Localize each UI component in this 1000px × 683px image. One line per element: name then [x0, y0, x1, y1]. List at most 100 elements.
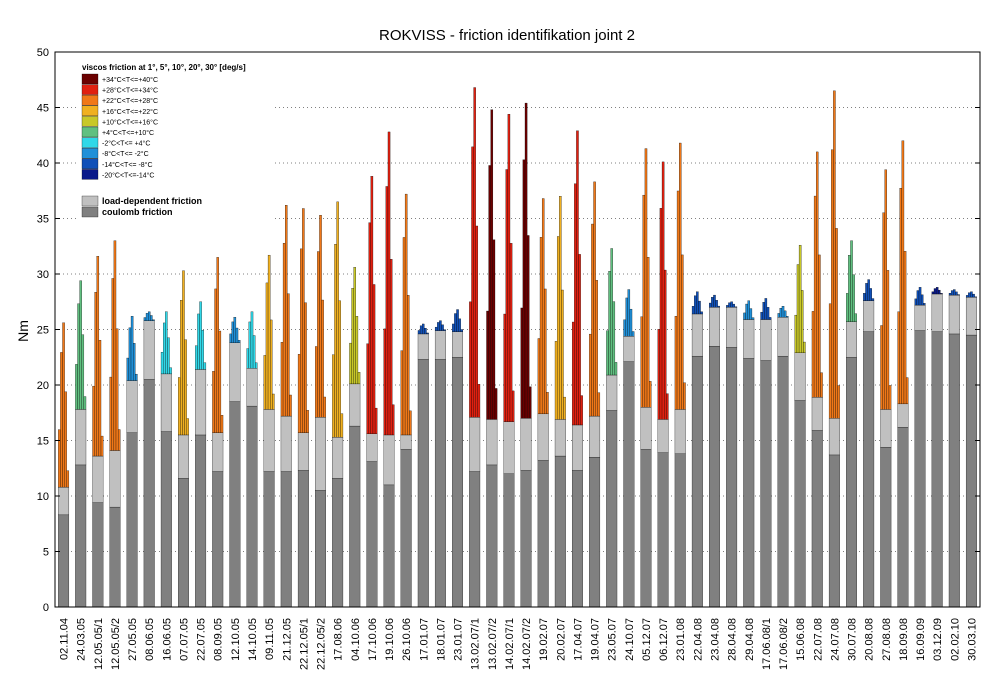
viscous-friction-bar — [304, 302, 307, 433]
viscous-friction-bar — [764, 298, 768, 320]
bar-group — [75, 280, 87, 608]
viscous-friction-bar — [835, 228, 838, 419]
viscous-friction-bar — [796, 264, 800, 353]
viscous-friction-bar — [454, 313, 457, 332]
viscous-friction-bar — [417, 330, 421, 335]
bars-group — [58, 87, 977, 608]
viscous-friction-bar — [524, 102, 528, 419]
viscous-friction-bar — [216, 257, 219, 433]
load-dependent-bar — [674, 409, 686, 454]
viscous-friction-bar — [477, 384, 481, 418]
x-tick-label: 15.06.08 — [795, 618, 807, 661]
viscous-friction-bar — [64, 391, 67, 488]
coulomb-bar — [897, 427, 909, 608]
x-tick-label: 17.06.08/2 — [778, 618, 790, 670]
viscous-friction-bar — [366, 343, 369, 434]
load-dependent-bar — [828, 418, 840, 456]
bar-group — [640, 148, 652, 608]
y-tick-label: 35 — [37, 214, 49, 226]
bar-group — [520, 102, 532, 608]
viscous-friction-bar — [578, 254, 581, 426]
bar-group — [726, 301, 738, 608]
legend-item-label: +34°C<T<=+40°C — [102, 76, 158, 84]
viscous-friction-bar — [589, 333, 592, 417]
x-tick-label: 16.09.09 — [915, 618, 927, 661]
viscous-friction-bar — [899, 188, 903, 405]
viscous-friction-bar — [263, 355, 267, 410]
viscous-friction-bar — [494, 388, 498, 420]
viscous-friction-bar — [280, 342, 284, 417]
viscous-friction-bar — [781, 306, 785, 318]
viscous-friction-bar — [664, 269, 667, 420]
viscous-friction-bar — [691, 306, 695, 315]
load-dependent-bar — [160, 373, 172, 432]
y-tick-label: 30 — [37, 269, 49, 281]
bar-group — [777, 306, 789, 608]
viscous-friction-bar — [184, 339, 187, 436]
viscous-friction-bar — [798, 244, 802, 353]
viscous-friction-bar — [865, 283, 868, 301]
viscous-friction-bar — [811, 311, 815, 398]
legend-temperature-classes: +34°C<T<=+40°C +28°C<T<=+34°C +22°C<T<=+28… — [81, 73, 158, 180]
viscous-friction-bar — [370, 176, 374, 434]
viscous-friction-bar — [837, 385, 840, 419]
legend-box — [77, 61, 275, 221]
load-dependent-bar — [537, 413, 549, 461]
x-tick-label: 20.02.07 — [555, 618, 567, 661]
viscous-friction-bar — [439, 320, 442, 331]
viscous-friction-bar — [766, 307, 770, 320]
legend-item-label: -20°C<T<=-14°C — [102, 171, 154, 179]
viscous-friction-bar — [469, 301, 472, 418]
viscous-friction-bar — [833, 90, 836, 419]
viscous-friction-bar — [117, 429, 121, 451]
coulomb-bar — [691, 355, 703, 608]
legend-swatch — [81, 84, 99, 95]
coulomb-bar — [828, 454, 840, 608]
bar-group — [434, 320, 446, 608]
coulomb-bar — [109, 506, 121, 608]
viscous-friction-bar — [901, 140, 905, 405]
x-tick-label: 14.02.07/2 — [521, 618, 533, 670]
viscous-friction-bar — [818, 254, 821, 398]
viscous-friction-bar — [751, 317, 755, 320]
viscous-friction-bar — [505, 169, 509, 422]
viscous-friction-bar — [490, 109, 494, 420]
viscous-friction-bar — [66, 470, 70, 488]
viscous-friction-bar — [852, 274, 855, 322]
viscous-friction-bar — [60, 352, 63, 488]
load-dependent-bar — [400, 434, 412, 450]
viscous-friction-bar — [674, 316, 678, 410]
viscous-friction-bar — [597, 392, 601, 417]
viscous-friction-bar — [407, 295, 410, 436]
x-tick-label: 16.06.05 — [161, 618, 173, 661]
bar-group — [143, 311, 155, 608]
x-tick-label: 23.04.08 — [709, 618, 721, 661]
bar-group — [280, 205, 292, 608]
viscous-friction-bar — [886, 270, 890, 410]
x-tick-label: 12.10.05 — [230, 618, 242, 661]
load-dependent-bar — [657, 419, 669, 453]
viscous-friction-bar — [349, 342, 352, 385]
x-tick-label: 30.03.10 — [966, 618, 978, 661]
viscous-friction-bar — [529, 386, 532, 419]
legend-item-label: +16°C<T<=+22°C — [102, 108, 158, 116]
viscous-friction-bar — [109, 376, 112, 451]
x-tick-label: 17.10.06 — [367, 618, 379, 661]
load-dependent-bar — [469, 417, 481, 472]
viscous-friction-bar — [914, 298, 918, 306]
viscous-friction-bar — [385, 186, 389, 436]
viscous-friction-bar — [696, 291, 699, 315]
viscous-friction-bar — [935, 287, 939, 295]
viscous-friction-bar — [98, 340, 102, 457]
legend-swatch — [81, 137, 99, 148]
load-dependent-bar — [794, 352, 806, 401]
coulomb-bar — [297, 470, 309, 608]
viscous-friction-bar — [488, 165, 491, 420]
viscous-friction-bar — [357, 372, 361, 385]
viscous-friction-bar — [368, 222, 371, 434]
viscous-friction-bar — [486, 310, 489, 420]
bar-group — [897, 140, 909, 608]
viscous-friction-bar — [762, 302, 765, 320]
viscous-friction-bar — [452, 323, 455, 332]
